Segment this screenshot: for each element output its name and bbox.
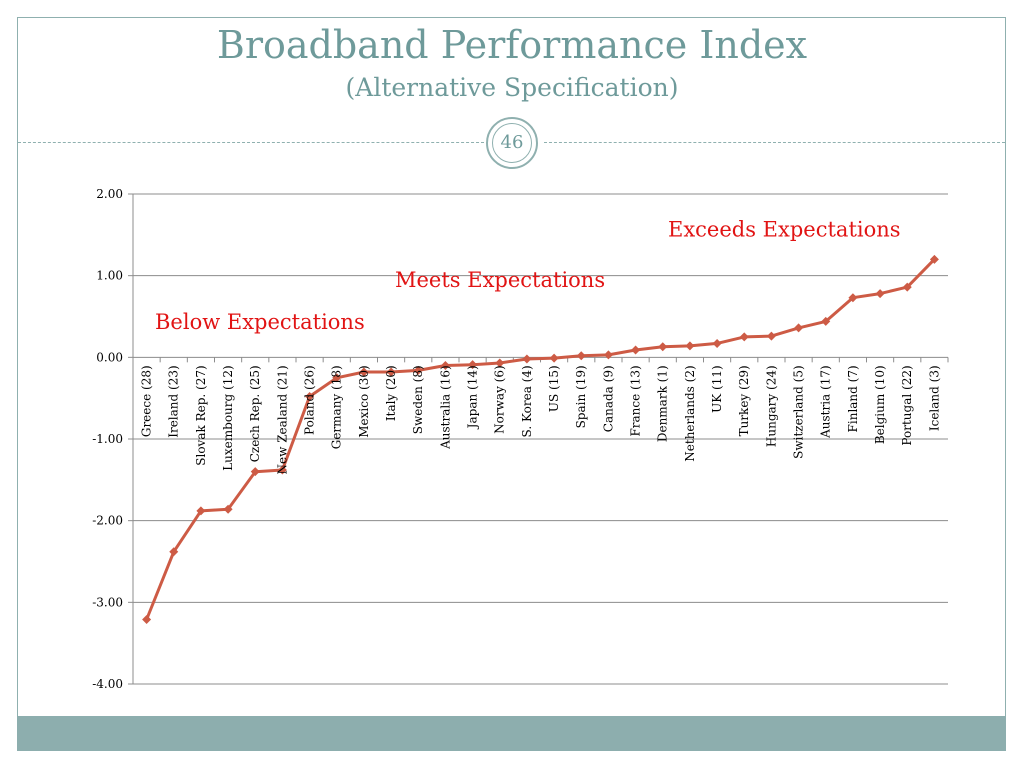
slide-subtitle: (Alternative Specification) (345, 73, 679, 102)
x-category-label: Italy (20) (384, 365, 398, 421)
x-category-label: Sweden (8) (411, 365, 425, 434)
x-category-label: Belgium (10) (873, 365, 887, 444)
series-line (145, 258, 936, 621)
data-point (848, 293, 858, 303)
x-category-label: Netherlands (2) (683, 365, 697, 461)
data-point (332, 373, 342, 383)
data-point (685, 341, 695, 351)
annotation-meets: Meets Expectations (395, 268, 605, 292)
x-category-label: Finland (7) (846, 365, 860, 432)
x-category-label: Switzerland (5) (792, 365, 806, 459)
y-tick-label: -2.00 (92, 514, 123, 528)
header-divider-right (544, 142, 1005, 143)
x-category-label: Poland (26) (303, 365, 317, 435)
x-category-label: US (15) (547, 365, 561, 412)
data-point (386, 367, 396, 377)
x-category-label: Slovak Rep. (27) (194, 365, 208, 465)
y-tick-label: -3.00 (92, 595, 123, 609)
annotation-exceeds: Exceeds Expectations (668, 217, 901, 241)
x-category-label: New Zealand (21) (275, 365, 289, 474)
data-point (169, 547, 179, 557)
x-category-label: Iceland (3) (927, 365, 941, 431)
page-number-badge: 46 (486, 117, 538, 169)
x-category-label: Mexico (30) (357, 365, 371, 437)
data-point (522, 354, 532, 364)
x-category-label: France (13) (629, 365, 643, 436)
data-point (359, 367, 369, 377)
x-category-label: Japan (14) (466, 365, 480, 430)
annotation-below: Below Expectations (155, 310, 365, 334)
data-point (250, 467, 260, 477)
x-category-label: S. Korea (4) (520, 365, 534, 437)
data-point (821, 316, 831, 326)
data-point (766, 331, 776, 341)
data-point (658, 342, 668, 352)
data-point (196, 506, 206, 516)
x-category-label: Denmark (1) (656, 365, 670, 442)
y-tick-label: 0.00 (96, 350, 123, 364)
data-point (739, 332, 749, 342)
data-point (142, 614, 152, 624)
data-point (468, 360, 478, 370)
data-point (929, 254, 939, 264)
x-category-label: Australia (16) (438, 365, 452, 450)
x-category-label: Luxembourg (12) (221, 365, 235, 470)
x-category-label: Ireland (23) (167, 365, 181, 437)
data-point (902, 282, 912, 292)
x-category-label: Norway (6) (493, 365, 507, 433)
x-category-label: Hungary (24) (764, 365, 778, 447)
y-tick-label: 2.00 (96, 187, 123, 201)
x-category-label: Spain (19) (574, 365, 588, 428)
data-point (440, 361, 450, 370)
x-category-label: UK (11) (710, 365, 724, 413)
data-point (576, 351, 586, 361)
x-category-label: Germany (18) (330, 365, 344, 449)
data-point (549, 353, 559, 363)
data-point (603, 350, 613, 360)
page-number: 46 (492, 123, 532, 163)
data-point (305, 392, 315, 402)
x-category-label: Greece (28) (140, 365, 154, 437)
x-category-label: Austria (17) (819, 365, 833, 439)
header-divider-left (18, 142, 484, 143)
data-point (794, 323, 804, 333)
x-category-label: Czech Rep. (25) (248, 365, 262, 462)
x-category-label: Portugal (22) (900, 365, 914, 445)
y-tick-label: 1.00 (96, 269, 123, 283)
data-point (277, 465, 287, 475)
data-point (413, 365, 423, 375)
data-point (495, 358, 505, 368)
x-category-label: Turkey (29) (737, 365, 751, 436)
y-tick-label: -1.00 (92, 432, 123, 446)
data-point (631, 345, 641, 355)
slide-title: Broadband Performance Index (216, 23, 808, 67)
data-point (712, 338, 722, 348)
footer-bar (17, 716, 1006, 751)
x-category-label: Canada (9) (601, 365, 615, 432)
y-tick-label: -4.00 (92, 677, 123, 691)
data-point (223, 504, 233, 514)
data-point (875, 289, 885, 299)
